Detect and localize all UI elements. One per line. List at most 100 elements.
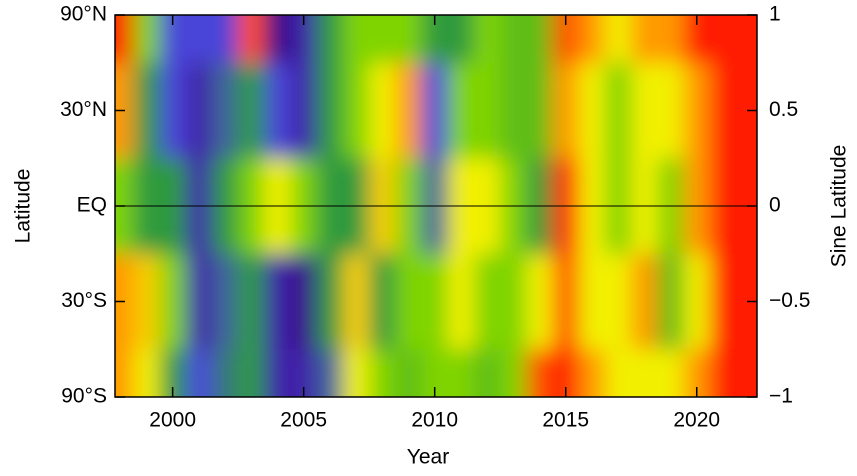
heatmap-cell <box>185 253 213 350</box>
heatmap-cell <box>736 253 757 350</box>
x-axis-title: Year <box>407 446 449 469</box>
heatmap-cell <box>395 349 423 397</box>
heatmap-cell <box>185 15 213 64</box>
x-tick-label: 2020 <box>673 409 720 432</box>
heatmap-cell <box>264 349 292 397</box>
y2-tick-label: 1 <box>769 3 781 26</box>
heatmap-cells <box>115 15 757 397</box>
heatmap-cell <box>290 62 318 159</box>
heatmap-cell <box>447 15 475 64</box>
heatmap-cell <box>605 253 632 350</box>
y-tick-label: 90°S <box>61 385 107 408</box>
y-axis-title: Latitude <box>12 169 35 244</box>
heatmap-cell <box>133 349 161 397</box>
heatmap-cell <box>369 15 396 64</box>
heatmap-cell <box>736 62 757 159</box>
heatmap-cell <box>709 15 737 64</box>
heatmap <box>115 15 757 397</box>
heatmap-cell <box>342 15 370 64</box>
heatmap-cell <box>238 62 265 159</box>
heatmap-cell <box>211 15 239 64</box>
heatmap-cell <box>683 15 711 64</box>
heatmap-cell <box>264 62 292 159</box>
heatmap-cell <box>316 253 344 350</box>
heatmap-cell <box>395 62 423 159</box>
heatmap-cell <box>552 62 580 159</box>
heatmap-cell <box>500 253 527 350</box>
heatmap-cell <box>631 349 658 397</box>
heatmap-cell <box>447 62 475 159</box>
heatmap-cell <box>369 349 396 397</box>
heatmap-cell <box>395 253 423 350</box>
heatmap-cell <box>657 349 685 397</box>
heatmap-cell <box>264 253 292 350</box>
heatmap-cell <box>211 62 239 159</box>
heatmap-cell <box>526 253 554 350</box>
heatmap-cell <box>447 253 475 350</box>
heatmap-cell <box>500 349 527 397</box>
y-tick-label: 30°N <box>60 98 107 121</box>
heatmap-cell <box>159 15 187 64</box>
heatmap-cell <box>473 62 501 159</box>
heatmap-cell <box>500 15 527 64</box>
heatmap-cell <box>316 15 344 64</box>
heatmap-cell <box>657 62 685 159</box>
heatmap-cell <box>631 62 658 159</box>
heatmap-cell <box>342 253 370 350</box>
heatmap-cell <box>657 15 685 64</box>
heatmap-cell <box>683 253 711 350</box>
heatmap-cell <box>709 62 737 159</box>
x-tick-label: 2005 <box>280 409 327 432</box>
heatmap-cell <box>369 62 396 159</box>
heatmap-cell <box>133 253 161 350</box>
heatmap-cell <box>736 349 757 397</box>
y-tick-label: 30°S <box>61 289 107 312</box>
axes: 2000 2005 2010 2015 2020 90°N 30°N EQ 30°S 90°S 1 0… <box>60 3 810 432</box>
heatmap-cell <box>631 253 658 350</box>
heatmap-cell <box>369 253 396 350</box>
heatmap-cell <box>447 349 475 397</box>
heatmap-cell <box>526 15 554 64</box>
heatmap-cell <box>185 62 213 159</box>
heatmap-cell <box>290 253 318 350</box>
heatmap-cell <box>421 15 449 64</box>
heatmap-cell <box>159 253 187 350</box>
heatmap-cell <box>421 62 449 159</box>
heatmap-cell <box>342 62 370 159</box>
heatmap-cell <box>115 15 134 64</box>
heatmap-cell <box>133 15 161 64</box>
y2-tick-label: −0.5 <box>769 289 810 312</box>
heatmap-cell <box>238 349 265 397</box>
heatmap-cell <box>211 253 239 350</box>
heatmap-cell <box>709 253 737 350</box>
heatmap-cell <box>211 349 239 397</box>
y-tick-label: 90°N <box>60 3 107 26</box>
x-tick-label: 2000 <box>149 409 196 432</box>
heatmap-cell <box>526 349 554 397</box>
heatmap-cell <box>473 15 501 64</box>
heatmap-cell <box>683 62 711 159</box>
y2-tick-label: 0 <box>769 194 781 217</box>
heatmap-cell <box>115 349 134 397</box>
heatmap-cell <box>290 15 318 64</box>
heatmap-cell <box>578 15 606 64</box>
heatmap-cell <box>578 349 606 397</box>
heatmap-cell <box>316 349 344 397</box>
heatmap-cell <box>421 253 449 350</box>
heatmap-cell <box>709 349 737 397</box>
y-tick-label: EQ <box>77 194 107 217</box>
heatmap-cell <box>473 349 501 397</box>
heatmap-cell <box>500 62 527 159</box>
x-tick-label: 2015 <box>542 409 589 432</box>
heatmap-cell <box>552 253 580 350</box>
heatmap-cell <box>736 15 757 64</box>
y2-axis-title: Sine Latitude <box>828 145 851 268</box>
heatmap-cell <box>605 62 632 159</box>
heatmap-cell <box>578 253 606 350</box>
heatmap-cell <box>238 15 265 64</box>
y2-tick-label: 0.5 <box>769 98 798 121</box>
x-tick-label: 2010 <box>411 409 458 432</box>
heatmap-cell <box>473 253 501 350</box>
heatmap-cell <box>605 349 632 397</box>
